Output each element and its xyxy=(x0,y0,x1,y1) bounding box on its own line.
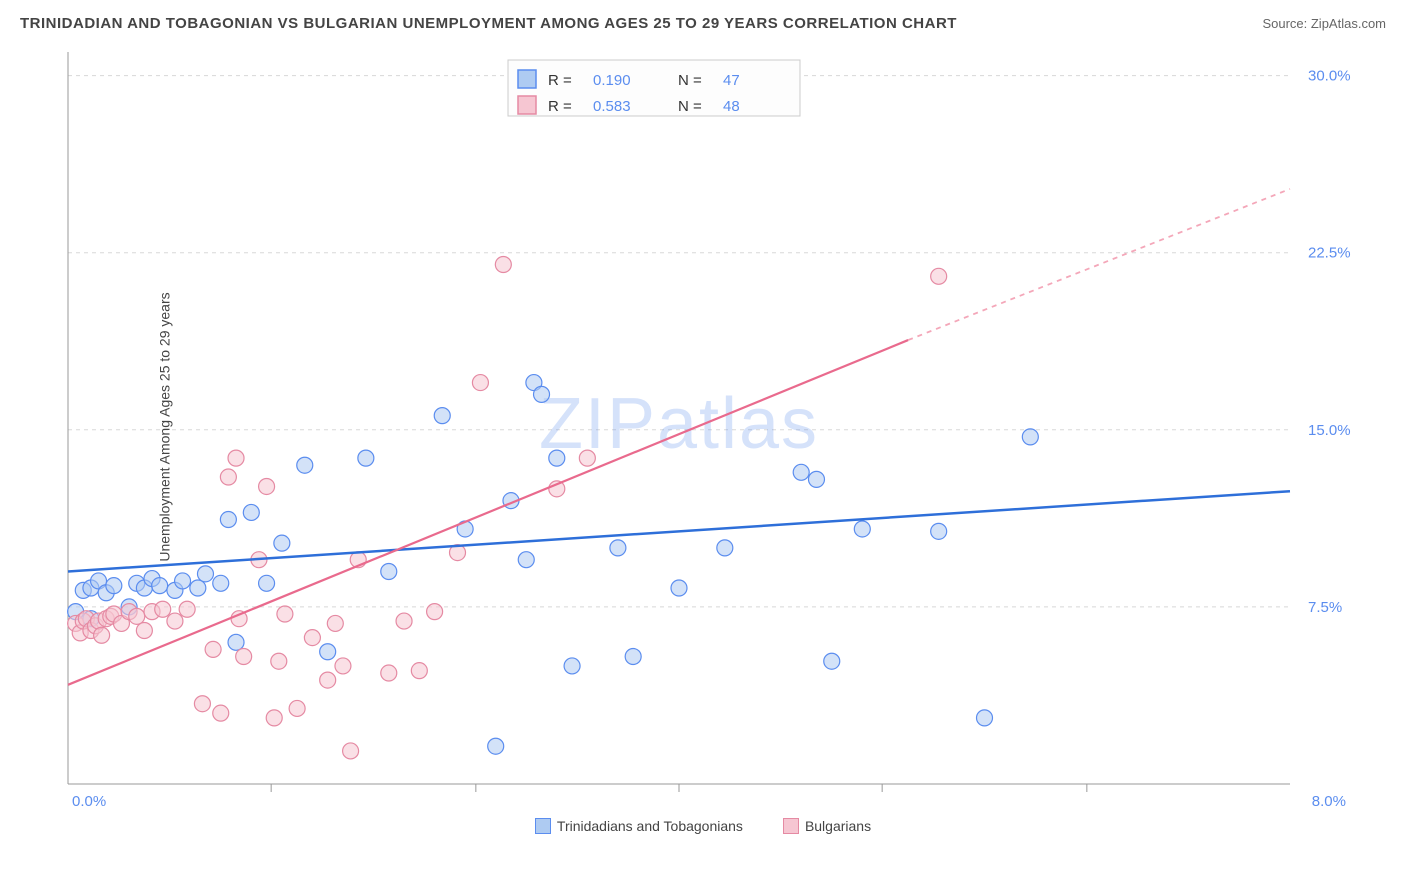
legend-swatch xyxy=(535,818,551,834)
y-tick-label: 15.0% xyxy=(1308,422,1351,439)
data-point xyxy=(297,457,313,473)
data-point xyxy=(175,573,191,589)
series-legend: Trinidadians and Tobagonians Bulgarians xyxy=(20,818,1386,834)
legend-n-value: 47 xyxy=(723,72,740,89)
legend-r-value: 0.583 xyxy=(593,98,631,115)
trend-line xyxy=(68,340,908,685)
data-point xyxy=(396,613,412,629)
data-point xyxy=(236,648,252,664)
data-point xyxy=(564,658,580,674)
data-point xyxy=(625,648,641,664)
data-point xyxy=(320,672,336,688)
data-point xyxy=(136,623,152,639)
chart-title: TRINIDADIAN AND TOBAGONIAN VS BULGARIAN … xyxy=(20,15,957,32)
legend-swatch xyxy=(518,70,536,88)
data-point xyxy=(793,464,809,480)
trend-line xyxy=(68,491,1290,571)
y-tick-label: 7.5% xyxy=(1308,599,1342,616)
data-point xyxy=(197,566,213,582)
data-point xyxy=(327,615,343,631)
data-point xyxy=(434,408,450,424)
data-point xyxy=(167,613,183,629)
data-point xyxy=(277,606,293,622)
data-point xyxy=(243,504,259,520)
data-point xyxy=(190,580,206,596)
data-point xyxy=(266,710,282,726)
data-point xyxy=(155,601,171,617)
y-tick-label: 22.5% xyxy=(1308,245,1351,262)
data-point xyxy=(610,540,626,556)
legend-r-value: 0.190 xyxy=(593,72,631,89)
data-point xyxy=(106,578,122,594)
y-axis-label: Unemployment Among Ages 25 to 29 years xyxy=(157,292,173,561)
x-tick-label: 8.0% xyxy=(1312,793,1346,810)
data-point xyxy=(289,700,305,716)
data-point xyxy=(824,653,840,669)
data-point xyxy=(931,523,947,539)
legend-n-label: N = xyxy=(678,98,702,115)
data-point xyxy=(358,450,374,466)
data-point xyxy=(977,710,993,726)
data-point xyxy=(194,696,210,712)
data-point xyxy=(205,641,221,657)
legend-swatch xyxy=(783,818,799,834)
legend-label: Bulgarians xyxy=(805,818,871,834)
data-point xyxy=(579,450,595,466)
data-point xyxy=(343,743,359,759)
data-point xyxy=(671,580,687,596)
data-point xyxy=(488,738,504,754)
data-point xyxy=(220,512,236,528)
data-point xyxy=(381,563,397,579)
data-point xyxy=(335,658,351,674)
data-point xyxy=(717,540,733,556)
data-point xyxy=(808,471,824,487)
data-point xyxy=(271,653,287,669)
source-attribution: Source: ZipAtlas.com xyxy=(1262,16,1386,31)
data-point xyxy=(94,627,110,643)
data-point xyxy=(259,575,275,591)
legend-n-label: N = xyxy=(678,72,702,89)
y-tick-label: 30.0% xyxy=(1308,68,1351,85)
data-point xyxy=(274,535,290,551)
data-point xyxy=(213,705,229,721)
legend-item: Trinidadians and Tobagonians xyxy=(535,818,743,834)
data-point xyxy=(534,386,550,402)
data-point xyxy=(495,257,511,273)
data-point xyxy=(381,665,397,681)
data-point xyxy=(854,521,870,537)
data-point xyxy=(427,604,443,620)
data-point xyxy=(304,630,320,646)
data-point xyxy=(228,450,244,466)
data-point xyxy=(931,268,947,284)
legend-label: Trinidadians and Tobagonians xyxy=(557,818,743,834)
data-point xyxy=(320,644,336,660)
correlation-scatter-chart: 7.5% 15.0% 22.5% 30.0% 0.0% 8.0% ZIPatlas R = 0.… xyxy=(60,42,1360,812)
data-point xyxy=(472,375,488,391)
data-point xyxy=(220,469,236,485)
data-point xyxy=(259,478,275,494)
data-point xyxy=(129,608,145,624)
legend-r-label: R = xyxy=(548,72,572,89)
data-point xyxy=(1022,429,1038,445)
data-point xyxy=(549,450,565,466)
trend-line-extrapolated xyxy=(908,189,1290,340)
legend-r-label: R = xyxy=(548,98,572,115)
legend-swatch xyxy=(518,96,536,114)
legend-item: Bulgarians xyxy=(783,818,871,834)
data-point xyxy=(228,634,244,650)
legend-n-value: 48 xyxy=(723,98,740,115)
data-point xyxy=(152,578,168,594)
data-point xyxy=(213,575,229,591)
watermark: ZIPatlas xyxy=(539,384,819,464)
data-point xyxy=(179,601,195,617)
data-point xyxy=(518,552,534,568)
data-point xyxy=(411,663,427,679)
x-tick-label: 0.0% xyxy=(72,793,106,810)
